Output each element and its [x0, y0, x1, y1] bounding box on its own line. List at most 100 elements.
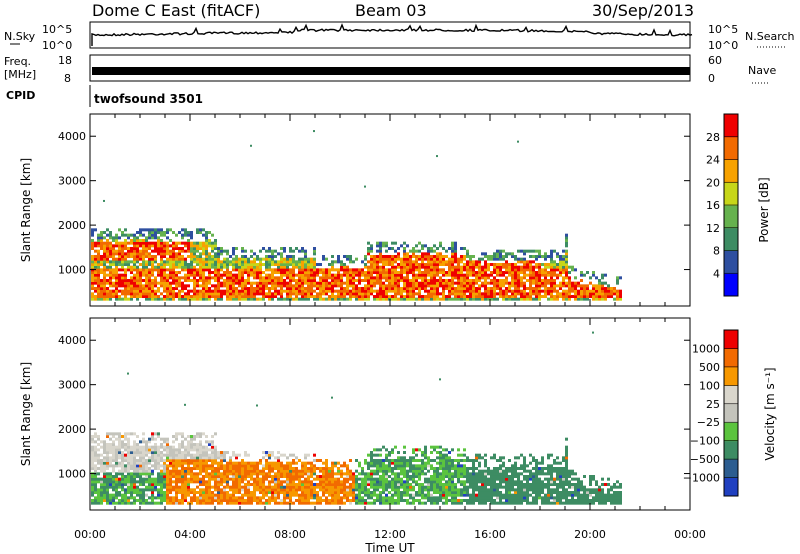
echo-cell [406, 461, 409, 465]
echo-cell [124, 437, 127, 441]
echo-cell [112, 464, 115, 468]
echo-cell [214, 493, 217, 497]
echo-cell [373, 284, 376, 288]
echo-cell [184, 467, 187, 470]
echo-cell [490, 289, 493, 293]
echo-cell [403, 480, 406, 484]
echo-cell [196, 284, 199, 288]
echo-cell [406, 472, 409, 476]
echo-cell [430, 265, 433, 269]
echo-cell [121, 472, 124, 476]
echo-cell [193, 279, 196, 282]
echo-cell [394, 281, 397, 285]
echo-cell [265, 485, 268, 489]
echo-cell [478, 260, 481, 264]
echo-cell [364, 480, 367, 484]
echo-cell [397, 252, 400, 256]
echo-cell [295, 467, 298, 470]
echo-cell [313, 279, 316, 282]
echo-cell [229, 276, 232, 280]
echo-cell [553, 289, 556, 293]
echo-cell [544, 252, 547, 256]
echo-cell [157, 472, 160, 476]
echo-cell [136, 287, 139, 290]
echo-cell [283, 297, 286, 301]
echo-cell [256, 477, 259, 481]
echo-cell [328, 276, 331, 280]
echo-cell [106, 459, 109, 462]
echo-cell [187, 241, 190, 245]
echo-cell [103, 249, 106, 253]
echo-cell [172, 467, 175, 470]
echo-cell [529, 273, 532, 277]
echo-cell [373, 477, 376, 481]
echo-cell [172, 247, 175, 250]
echo-cell [397, 501, 400, 505]
echo-cell [337, 499, 340, 502]
echo-cell [373, 265, 376, 269]
echo-cell [337, 279, 340, 282]
echo-cell [265, 255, 268, 258]
echo-cell [112, 289, 115, 293]
echo-cell [457, 257, 460, 261]
echo-cell [337, 268, 340, 272]
echo-cell [433, 501, 436, 505]
echo-cell [124, 263, 127, 266]
echo-cell [247, 464, 250, 468]
echo-cell [106, 464, 109, 468]
echo-cell [382, 263, 385, 266]
echo-cell [193, 295, 196, 298]
echo-cell [520, 271, 523, 274]
echo-cell [151, 295, 154, 298]
echo-cell [382, 483, 385, 486]
echo-cell [106, 268, 109, 272]
echo-cell [256, 485, 259, 489]
echo-cell [142, 284, 145, 288]
echo-cell [124, 241, 127, 245]
echo-cell [148, 268, 151, 272]
echo-cell [166, 284, 169, 288]
echo-cell [163, 445, 166, 449]
echo-cell [274, 475, 277, 478]
echo-cell [109, 249, 112, 253]
echo-cell [343, 289, 346, 293]
echo-cell [382, 491, 385, 494]
echo-cell [151, 448, 154, 452]
echo-cell [448, 260, 451, 264]
echo-cell [496, 263, 499, 266]
echo-cell [187, 485, 190, 489]
echo-cell [265, 284, 268, 288]
echo-cell [136, 464, 139, 468]
echo-cell [160, 292, 163, 296]
echo-cell [397, 467, 400, 470]
echo-cell [607, 284, 610, 288]
echo-cell [190, 496, 193, 500]
echo-cell [574, 297, 577, 301]
echo-cell [205, 252, 208, 256]
echo-cell [100, 271, 103, 274]
echo-cell [367, 493, 370, 497]
echo-cell [313, 469, 316, 473]
echo-cell [325, 480, 328, 484]
echo-cell [91, 464, 94, 468]
echo-cell [439, 456, 442, 460]
echo-cell [106, 295, 109, 298]
echo-cell [334, 483, 337, 486]
echo-cell [439, 268, 442, 272]
echo-cell [586, 295, 589, 298]
echo-cell [340, 289, 343, 293]
echo-cell [457, 279, 460, 282]
echo-cell [253, 271, 256, 274]
echo-cell [544, 271, 547, 274]
echo-cell [463, 276, 466, 280]
echo-cell [370, 456, 373, 460]
echo-cell [118, 284, 121, 288]
echo-cell [151, 231, 154, 234]
echo-cell [391, 263, 394, 266]
echo-cell [214, 467, 217, 470]
echo-cell [412, 472, 415, 476]
echo-cell [148, 496, 151, 500]
echo-cell [199, 247, 202, 250]
echo-cell [97, 233, 100, 237]
echo-cell [493, 265, 496, 269]
